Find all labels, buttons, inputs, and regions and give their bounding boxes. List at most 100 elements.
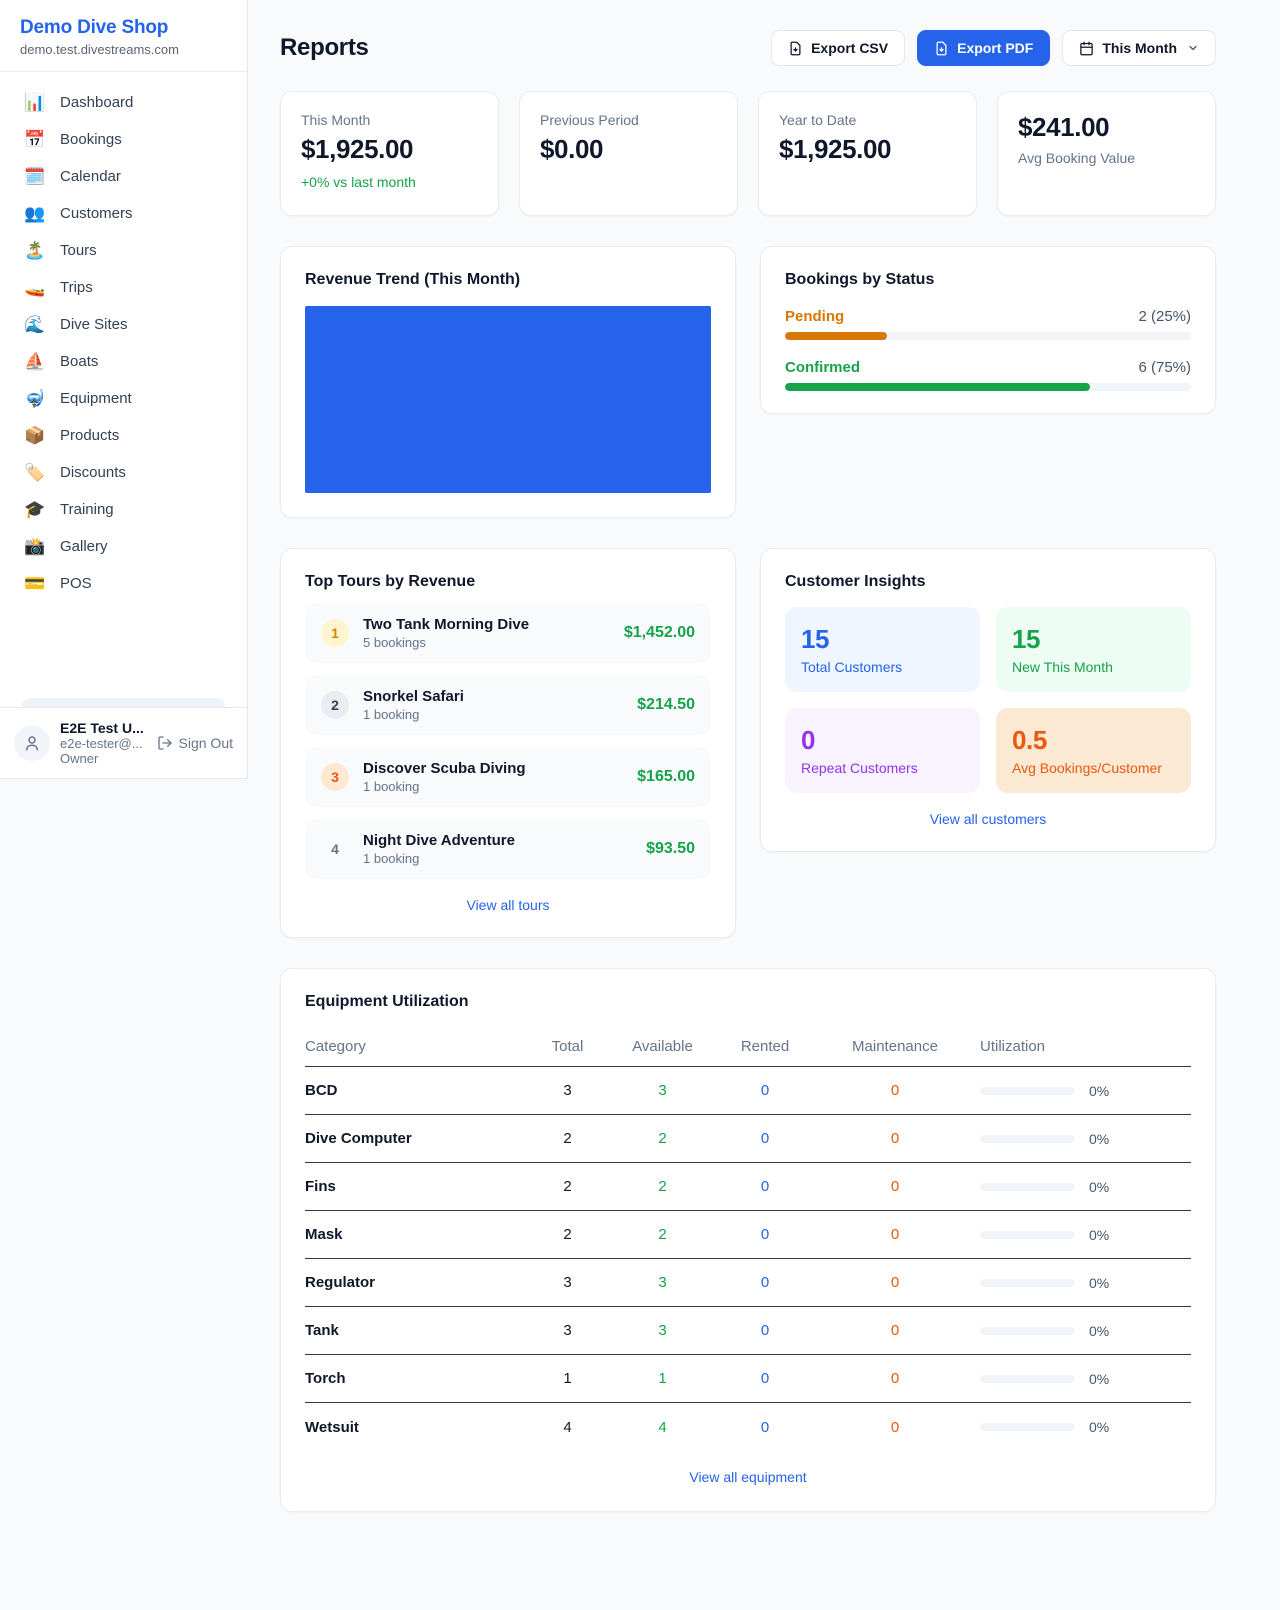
sidebar-item-label: Tours bbox=[60, 242, 97, 259]
sidebar-item-reports-partial[interactable] bbox=[22, 698, 225, 707]
utilization-bar-track bbox=[980, 1423, 1075, 1431]
sidebar-item-tours[interactable]: 🏝️ Tours bbox=[12, 232, 235, 269]
export-pdf-button[interactable]: Export PDF bbox=[917, 30, 1051, 66]
user-area: E2E Test U... e2e-tester@... Owner Sign … bbox=[0, 707, 247, 778]
equipment-total: 2 bbox=[563, 1130, 572, 1147]
sidebar-item-products[interactable]: 📦 Products bbox=[12, 417, 235, 454]
sidebar-item-bookings[interactable]: 📅 Bookings bbox=[12, 121, 235, 158]
stat-card-avg-booking-value: $241.00 Avg Booking Value bbox=[997, 91, 1216, 216]
utilization-bar-track bbox=[980, 1230, 1075, 1239]
status-label: Pending bbox=[785, 308, 845, 325]
sidebar-item-label: Products bbox=[60, 427, 120, 444]
sidebar-item-label: Customers bbox=[60, 205, 133, 222]
tile-label: Avg Bookings/Customer bbox=[1012, 760, 1162, 776]
table-header-row: Category Total Available Rented Maintena… bbox=[305, 1027, 1191, 1067]
equipment-maintenance: 0 bbox=[890, 1322, 900, 1339]
rank-badge: 2 bbox=[321, 691, 349, 719]
column-header: Rented bbox=[740, 1038, 790, 1055]
sidebar-item-equipment[interactable]: 🤿 Equipment bbox=[12, 380, 235, 417]
tile-repeat-customers: 0 Repeat Customers bbox=[785, 708, 980, 793]
equipment-rented: 0 bbox=[760, 1130, 770, 1147]
sidebar-item-pos[interactable]: 💳 POS bbox=[12, 565, 235, 602]
equipment-category: Regulator bbox=[305, 1274, 376, 1291]
stat-delta: +0% vs last month bbox=[301, 174, 416, 190]
sidebar-item-calendar[interactable]: 🗓️ Calendar bbox=[12, 158, 235, 195]
equipment-utilization-cell: 0% bbox=[970, 1323, 1191, 1339]
sailboat-icon: ⛵ bbox=[24, 352, 46, 371]
equipment-total: 4 bbox=[563, 1418, 572, 1436]
equipment-rented: 0 bbox=[760, 1370, 770, 1387]
wave-icon: 🌊 bbox=[24, 315, 46, 334]
sidebar-item-label: POS bbox=[60, 575, 92, 592]
utilization-percent: 0% bbox=[1089, 1082, 1110, 1099]
equipment-rented: 0 bbox=[760, 1178, 770, 1195]
tour-revenue: $1,452.00 bbox=[623, 624, 695, 641]
column-header: Maintenance bbox=[852, 1038, 938, 1055]
status-count: 6 (75%) bbox=[1138, 359, 1191, 376]
sidebar-item-customers[interactable]: 👥 Customers bbox=[12, 195, 235, 232]
view-all-customers-link[interactable]: View all customers bbox=[929, 811, 1047, 827]
user-role: Owner bbox=[60, 751, 99, 766]
insights-row: Top Tours by Revenue 1 Two Tank Morning … bbox=[280, 548, 1216, 938]
equipment-utilization-cell: 0% bbox=[970, 1179, 1191, 1195]
utilization-bar-track bbox=[980, 1182, 1075, 1191]
sidebar: Demo Dive Shop demo.test.divestreams.com… bbox=[0, 0, 248, 779]
equipment-rented: 0 bbox=[760, 1274, 770, 1291]
stat-label: Avg Booking Value bbox=[1018, 150, 1136, 166]
tile-value: 0 bbox=[801, 725, 816, 755]
revenue-trend-title: Revenue Trend (This Month) bbox=[305, 271, 521, 288]
view-all-equipment-link[interactable]: View all equipment bbox=[689, 1469, 807, 1485]
equipment-available: 4 bbox=[658, 1418, 667, 1436]
tour-info: Two Tank Morning Dive 5 bookings bbox=[363, 616, 610, 650]
rank-badge: 3 bbox=[321, 763, 349, 791]
file-download-icon bbox=[936, 41, 947, 55]
equipment-available: 2 bbox=[658, 1178, 667, 1195]
tour-name: Snorkel Safari bbox=[363, 688, 464, 705]
sidebar-item-training[interactable]: 🎓 Training bbox=[12, 491, 235, 528]
sign-out-button[interactable]: Sign Out bbox=[157, 735, 233, 751]
equipment-maintenance: 0 bbox=[890, 1226, 900, 1243]
sidebar-item-dive-sites[interactable]: 🌊 Dive Sites bbox=[12, 306, 235, 343]
tour-name: Night Dive Adventure bbox=[363, 832, 515, 849]
utilization-bar-track bbox=[980, 1086, 1075, 1095]
sidebar-item-dashboard[interactable]: 📊 Dashboard bbox=[12, 84, 235, 121]
column-header: Available bbox=[632, 1038, 693, 1055]
stat-value: $0.00 bbox=[540, 134, 604, 164]
tour-info: Snorkel Safari 1 booking bbox=[363, 688, 623, 722]
equipment-rented: 0 bbox=[760, 1322, 770, 1339]
tag-icon: 🏷️ bbox=[24, 463, 46, 482]
equipment-maintenance: 0 bbox=[890, 1130, 900, 1147]
stat-label: Year to Date bbox=[779, 112, 857, 128]
tile-label: Repeat Customers bbox=[801, 760, 918, 776]
utilization-percent: 0% bbox=[1089, 1370, 1110, 1387]
export-csv-button[interactable]: Export CSV bbox=[771, 30, 906, 66]
table-row: Wetsuit 4 4 0 0 0% bbox=[305, 1403, 1191, 1451]
sidebar-item-trips[interactable]: 🚤 Trips bbox=[12, 269, 235, 306]
equipment-utilization-card: Equipment Utilization Category Total Ava… bbox=[280, 968, 1216, 1512]
equipment-utilization-cell: 0% bbox=[970, 1371, 1191, 1387]
graduation-cap-icon: 🎓 bbox=[24, 500, 46, 519]
sidebar-item-label: Bookings bbox=[60, 131, 122, 148]
status-row-confirmed: Confirmed 6 (75%) bbox=[785, 359, 1191, 391]
view-all-tours-link[interactable]: View all tours bbox=[466, 897, 550, 913]
utilization-percent: 0% bbox=[1089, 1274, 1110, 1291]
insight-tiles: 15 Total Customers 15 New This Month 0 R… bbox=[785, 607, 1191, 793]
sidebar-item-label: Boats bbox=[60, 353, 99, 370]
sidebar-item-discounts[interactable]: 🏷️ Discounts bbox=[12, 454, 235, 491]
sidebar-item-gallery[interactable]: 📸 Gallery bbox=[12, 528, 235, 565]
sidebar-item-label: Dashboard bbox=[60, 94, 134, 111]
tile-avg-bookings-customer: 0.5 Avg Bookings/Customer bbox=[996, 708, 1191, 793]
sidebar-item-boats[interactable]: ⛵ Boats bbox=[12, 343, 235, 380]
tile-value: 0.5 bbox=[1012, 725, 1047, 755]
calendar-icon: 🗓️ bbox=[24, 167, 46, 186]
equipment-available: 1 bbox=[658, 1370, 667, 1387]
sidebar-item-label: Dive Sites bbox=[60, 316, 128, 333]
equipment-rented: 0 bbox=[760, 1418, 770, 1436]
table-row: Mask 2 2 0 0 0% bbox=[305, 1211, 1191, 1259]
period-select[interactable]: This Month bbox=[1062, 30, 1216, 66]
equipment-total: 3 bbox=[563, 1082, 572, 1099]
utilization-bar-track bbox=[980, 1278, 1075, 1287]
tour-bookings: 5 bookings bbox=[363, 635, 426, 650]
equipment-utilization-cell: 0% bbox=[970, 1131, 1191, 1147]
equipment-utilization-cell: 0% bbox=[970, 1275, 1191, 1291]
